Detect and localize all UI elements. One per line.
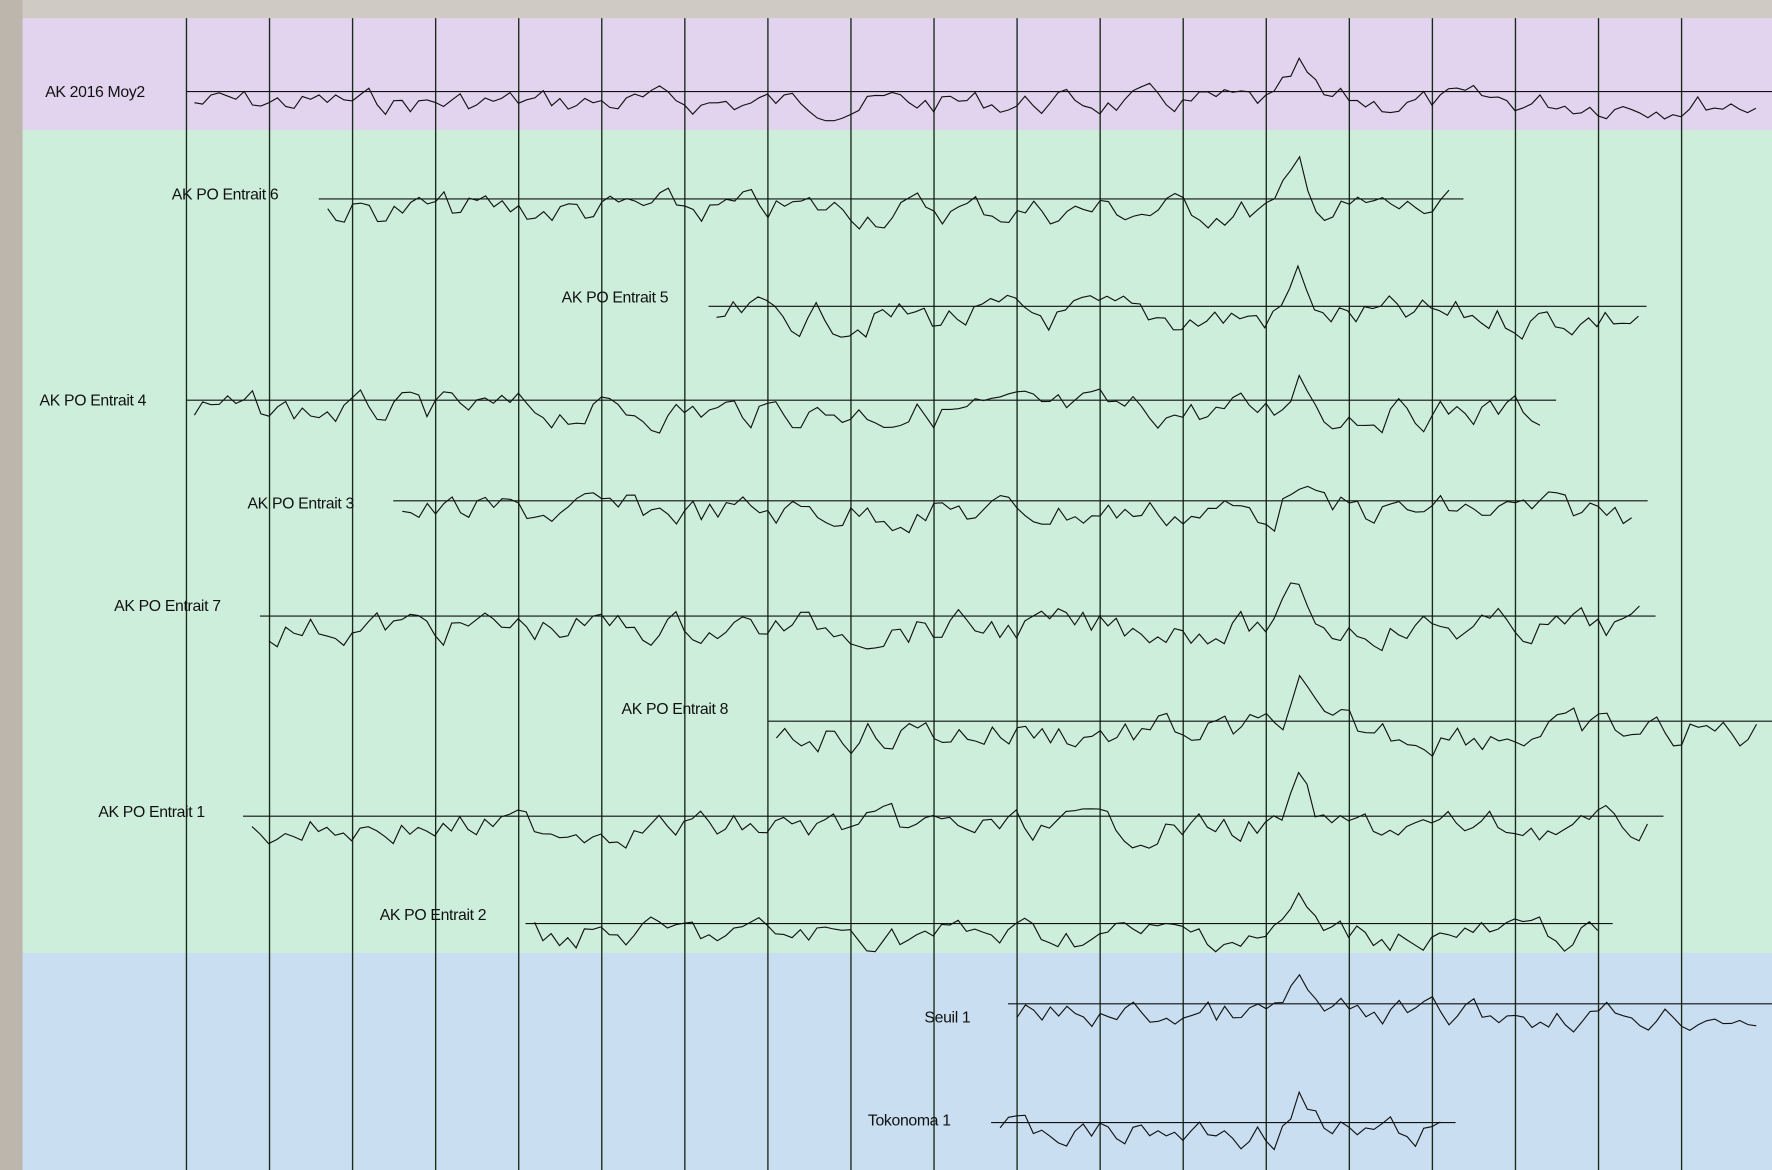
window-edge	[0, 0, 23, 1170]
series-label: AK PO Entrait 7	[114, 598, 221, 615]
ring-width-curve	[268, 582, 1640, 652]
ring-width-curve	[402, 485, 1632, 534]
series-label: AK PO Entrait 6	[172, 187, 279, 204]
series-label: AK PO Entrait 3	[247, 495, 354, 512]
series-label: AK PO Entrait 4	[40, 392, 147, 409]
reference-band	[22, 18, 1772, 130]
decade-lines	[185, 18, 1683, 1170]
series-label: AK PO Entrait 5	[562, 290, 669, 307]
ring-width-curve	[716, 264, 1639, 340]
ring-width-curve	[251, 771, 1648, 849]
other-band	[22, 952, 1772, 1170]
series-label: Tokonoma 1	[868, 1113, 951, 1130]
samples-band	[22, 130, 1772, 953]
series-label: AK PO Entrait 1	[98, 804, 205, 821]
series-label: AK 2016 Moy2	[45, 84, 145, 101]
series-rows: AK 2016 Moy2 AK PO Entrait 6 AK PO Entrait…	[40, 56, 1772, 1151]
series-label: Seuil 1	[924, 1010, 971, 1027]
ring-width-curve	[775, 674, 1758, 758]
ring-width-curve	[193, 373, 1541, 434]
ring-width-curve	[194, 56, 1757, 122]
ring-width-curve	[1016, 973, 1757, 1033]
series-label: AK PO Entrait 2	[380, 907, 487, 924]
series-label: AK PO Entrait 8	[622, 701, 729, 718]
ring-width-curve	[327, 155, 1450, 230]
ring-width-curve	[534, 891, 1599, 953]
ring-width-curve	[999, 1090, 1441, 1151]
